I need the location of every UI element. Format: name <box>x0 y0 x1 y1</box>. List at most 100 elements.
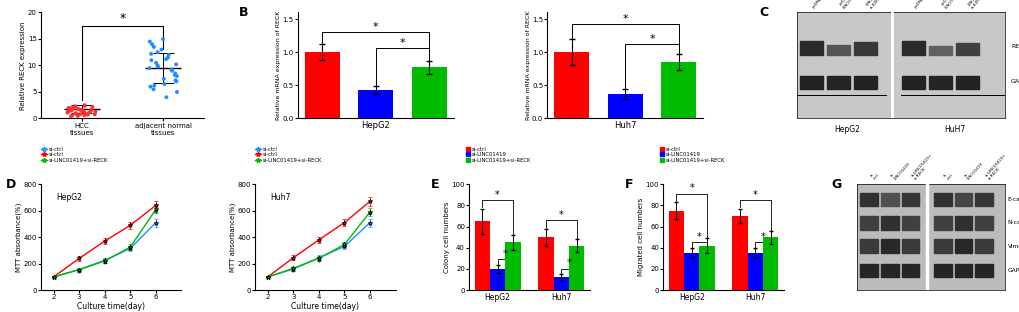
Bar <box>933 193 951 207</box>
Y-axis label: Migrated cell numbers: Migrated cell numbers <box>638 198 644 276</box>
Text: pcDNA3.1-
LINC01419: pcDNA3.1- LINC01419 <box>838 0 858 9</box>
Point <box>64 105 81 110</box>
Legend: si-ctrl, si-LINC01419, si-LINC01419+si-RECK: si-ctrl, si-LINC01419, si-LINC01419+si-R… <box>659 147 725 163</box>
Point <box>76 103 93 108</box>
Text: *: * <box>291 269 296 278</box>
Point <box>76 103 93 108</box>
Y-axis label: MTT absorbance(%): MTT absorbance(%) <box>15 202 21 272</box>
Point <box>163 67 179 72</box>
Bar <box>860 239 877 253</box>
Bar <box>799 76 822 89</box>
Bar <box>826 45 849 55</box>
Bar <box>826 76 849 89</box>
Point <box>63 108 79 113</box>
Point <box>87 112 103 117</box>
Bar <box>412 67 446 119</box>
Text: LINC01419+
si-EZH2: LINC01419+ si-EZH2 <box>865 0 888 9</box>
Text: B: B <box>238 6 248 19</box>
Text: *: * <box>342 245 346 254</box>
Point <box>65 106 82 111</box>
Point <box>168 79 184 84</box>
Bar <box>954 264 971 277</box>
Point <box>168 62 184 67</box>
Point <box>158 95 174 100</box>
Bar <box>762 237 777 290</box>
Point <box>166 72 182 77</box>
Text: N-cadherin: N-cadherin <box>1007 220 1019 225</box>
Text: RECK: RECK <box>1010 44 1019 49</box>
Bar <box>569 246 584 290</box>
Bar <box>928 76 951 89</box>
Bar <box>684 253 699 290</box>
Text: F: F <box>625 178 633 191</box>
Point <box>164 68 180 73</box>
Point <box>144 42 160 47</box>
Text: Vimentin: Vimentin <box>1007 244 1019 249</box>
Bar <box>358 90 392 119</box>
Point <box>60 105 76 110</box>
Bar <box>974 264 991 277</box>
Text: si-LINC01419+
si-RECK: si-LINC01419+ si-RECK <box>910 153 936 181</box>
Bar <box>538 237 553 290</box>
Text: *: * <box>752 190 757 200</box>
Text: HuH7: HuH7 <box>944 125 965 134</box>
Bar <box>933 264 951 277</box>
Text: Huh7: Huh7 <box>270 193 290 202</box>
Text: *: * <box>77 270 82 279</box>
Y-axis label: Relative RECK expression: Relative RECK expression <box>20 21 26 110</box>
Point <box>82 110 98 115</box>
Text: *: * <box>760 232 764 242</box>
Bar <box>901 41 924 55</box>
Point <box>146 44 162 49</box>
Bar <box>732 216 747 290</box>
Bar <box>933 216 951 230</box>
Text: D: D <box>6 178 16 191</box>
Point <box>73 108 90 113</box>
Text: *: * <box>648 34 654 44</box>
Text: *: * <box>689 183 693 193</box>
Bar <box>504 242 520 290</box>
Text: pcDNA3.1: pcDNA3.1 <box>912 0 928 9</box>
Bar <box>880 239 898 253</box>
Point <box>69 106 86 111</box>
Text: HepG2: HepG2 <box>834 125 859 134</box>
Text: G: G <box>830 178 841 191</box>
Text: si-LINC01419+
si-RECK: si-LINC01419+ si-RECK <box>983 153 1010 181</box>
Point <box>142 84 158 89</box>
Text: si-
LINC01419: si- LINC01419 <box>889 159 910 181</box>
Text: pcDNA3.1-
LINC01419: pcDNA3.1- LINC01419 <box>940 0 960 9</box>
Bar <box>853 76 876 89</box>
Bar <box>799 41 822 55</box>
Bar <box>974 216 991 230</box>
Point <box>149 63 165 68</box>
Point <box>79 112 96 117</box>
Point <box>64 105 81 110</box>
Bar <box>955 43 978 55</box>
Point <box>81 111 97 116</box>
Point <box>76 110 93 115</box>
Point <box>59 110 75 115</box>
Point <box>74 109 91 114</box>
X-axis label: Culture time(day): Culture time(day) <box>77 302 145 311</box>
Text: C: C <box>759 6 768 19</box>
Bar <box>901 239 918 253</box>
Text: *: * <box>502 249 507 259</box>
Bar <box>974 193 991 207</box>
Bar <box>305 52 339 119</box>
Point <box>148 60 164 65</box>
Bar <box>901 76 924 89</box>
Bar <box>860 264 877 277</box>
Bar <box>699 246 714 290</box>
X-axis label: Huh7: Huh7 <box>613 121 636 130</box>
Point <box>146 83 162 88</box>
Text: *: * <box>317 259 321 268</box>
Bar <box>933 239 951 253</box>
Bar <box>880 264 898 277</box>
Bar <box>554 52 589 119</box>
Point <box>150 64 166 69</box>
Point <box>146 87 162 92</box>
Text: *: * <box>558 210 564 220</box>
Text: *: * <box>622 14 628 24</box>
Point <box>63 106 79 111</box>
Bar <box>974 239 991 253</box>
